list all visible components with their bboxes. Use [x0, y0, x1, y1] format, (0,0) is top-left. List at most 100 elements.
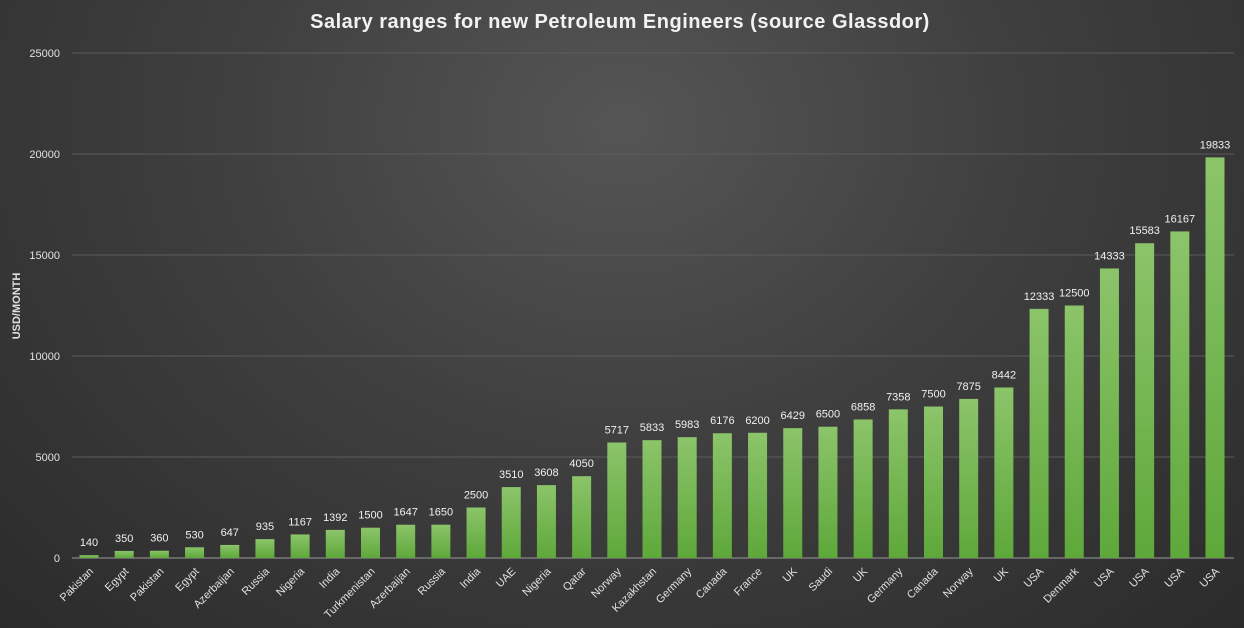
bar: [642, 440, 662, 558]
x-tick-label: Nigeria: [520, 565, 554, 599]
x-tick-label: Nigeria: [274, 565, 308, 599]
data-label: 140: [80, 537, 98, 549]
data-label: 1392: [323, 512, 347, 524]
x-tick-label: Egypt: [103, 566, 131, 594]
data-label: 15583: [1129, 225, 1160, 237]
data-label: 3608: [534, 467, 558, 479]
bar: [783, 428, 803, 558]
bar: [888, 409, 908, 558]
data-label: 16167: [1165, 213, 1196, 225]
x-tick-label: USA: [1092, 565, 1117, 590]
y-tick-label: 15000: [29, 250, 60, 262]
bar: [853, 419, 873, 558]
bar: [1135, 243, 1155, 559]
data-label: 12500: [1059, 288, 1090, 300]
bar: [1029, 308, 1049, 558]
bar: [114, 550, 134, 558]
x-tick-label: Pakistan: [58, 566, 96, 604]
data-label: 1650: [429, 507, 453, 519]
data-label: 7358: [886, 391, 910, 403]
y-tick-label: 20000: [29, 149, 60, 161]
bar: [677, 437, 697, 558]
bar: [1099, 268, 1119, 558]
bar: [325, 529, 345, 558]
data-label: 6176: [710, 415, 734, 427]
x-tick-label: Norway: [589, 565, 624, 600]
data-label: 1647: [393, 507, 417, 519]
bar: [79, 555, 99, 558]
x-tick-label: Pakistan: [128, 566, 166, 604]
x-tick-label: India: [317, 565, 343, 591]
x-tick-label: Norway: [941, 565, 976, 600]
bar: [290, 534, 310, 558]
data-label: 935: [256, 521, 274, 533]
data-label: 360: [150, 533, 168, 545]
bar: [396, 524, 416, 558]
bar: [959, 398, 979, 558]
data-label: 3510: [499, 469, 523, 481]
data-label: 7875: [956, 381, 980, 393]
x-tick-label: Germany: [654, 565, 695, 606]
x-tick-label: USA: [1127, 565, 1152, 590]
bar: [748, 432, 768, 558]
x-tick-label: Russia: [416, 565, 449, 598]
x-tick-label: Qatar: [561, 565, 589, 593]
x-tick-label: USA: [1022, 565, 1047, 590]
x-tick-label: India: [458, 565, 484, 591]
bar: [818, 426, 838, 558]
data-label: 14333: [1094, 250, 1125, 262]
bar: [607, 442, 627, 558]
data-label: 8442: [992, 369, 1016, 381]
data-label: 19833: [1200, 139, 1231, 151]
x-tick-label: Germany: [865, 565, 906, 606]
bar: [466, 507, 486, 558]
data-label: 4050: [569, 458, 593, 470]
y-tick-label: 5000: [36, 452, 60, 464]
y-tick-label: 0: [54, 553, 60, 565]
data-label: 6200: [745, 415, 769, 427]
bar: [149, 550, 169, 558]
data-label: 5833: [640, 422, 664, 434]
x-tick-label: Canada: [905, 565, 941, 601]
bar: [431, 524, 451, 558]
data-label: 6858: [851, 401, 875, 413]
bar: [220, 544, 240, 558]
bar: [994, 387, 1014, 558]
data-label: 5717: [605, 425, 629, 437]
data-label: 1167: [288, 516, 312, 528]
data-label: 7500: [921, 389, 945, 401]
bar: [501, 487, 521, 558]
x-tick-label: Denmark: [1041, 565, 1081, 605]
chart-title: Salary ranges for new Petroleum Engineer…: [310, 11, 930, 33]
bar: [536, 485, 556, 558]
bar: [712, 433, 732, 558]
x-tick-label: UK: [851, 565, 871, 585]
x-tick-label: Saudi: [807, 566, 835, 594]
data-label: 5983: [675, 419, 699, 431]
y-axis-label: USD/MONTH: [11, 273, 23, 340]
x-tick-label: Canada: [694, 565, 730, 601]
bar: [1064, 305, 1084, 558]
data-label: 1500: [358, 510, 382, 522]
data-label: 6429: [781, 410, 805, 422]
bar: [572, 476, 592, 558]
x-tick-label: Russia: [240, 565, 273, 598]
data-label: 530: [185, 529, 203, 541]
x-tick-label: UAE: [494, 566, 518, 590]
x-tick-label: UK: [992, 565, 1012, 585]
bar: [255, 539, 275, 558]
y-tick-label: 10000: [29, 351, 60, 363]
x-tick-label: Egypt: [173, 566, 201, 594]
x-tick-label: USA: [1198, 565, 1223, 590]
data-label: 647: [221, 527, 239, 539]
bar: [1205, 157, 1225, 558]
data-label: 12333: [1024, 291, 1055, 303]
y-tick-label: 25000: [29, 48, 60, 60]
bar: [1170, 231, 1190, 558]
data-label: 350: [115, 533, 133, 545]
data-label: 6500: [816, 409, 840, 421]
bar: [361, 527, 380, 558]
data-label: 2500: [464, 490, 488, 502]
x-tick-label: USA: [1162, 565, 1187, 590]
